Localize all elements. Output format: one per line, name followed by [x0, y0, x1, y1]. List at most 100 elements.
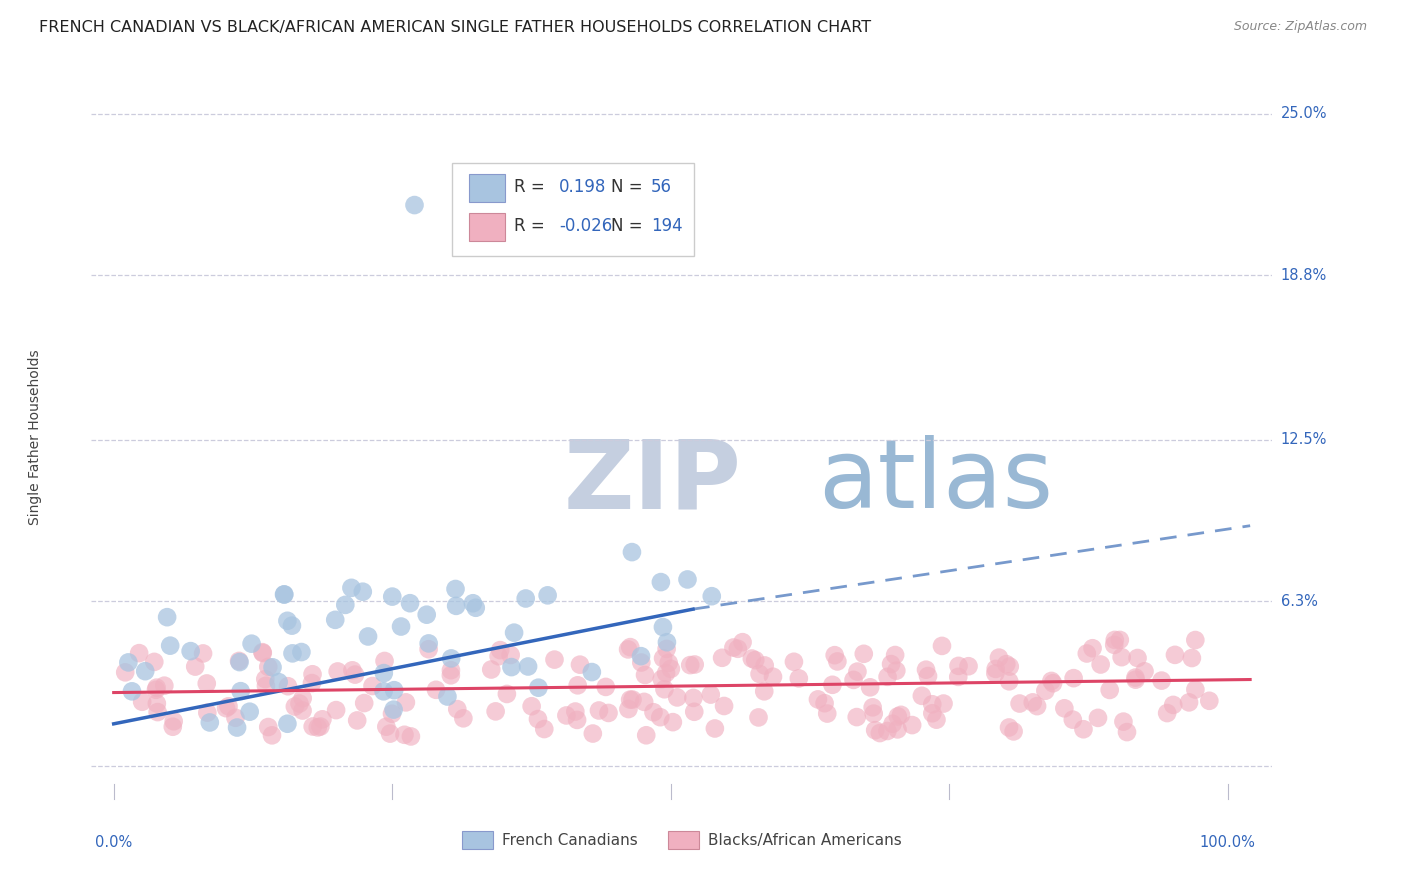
Point [807, 692, 830, 706]
Point [353, 696, 375, 710]
Point [890, 707, 912, 722]
Point [224, 711, 246, 725]
Point [886, 723, 908, 737]
Point [260, 728, 283, 742]
Point [461, 596, 484, 610]
Point [1063, 671, 1085, 685]
Point [995, 657, 1018, 672]
Point [1062, 713, 1084, 727]
Point [1125, 671, 1147, 685]
Point [925, 713, 948, 727]
Point [273, 587, 295, 601]
Point [515, 591, 537, 606]
Point [643, 705, 665, 719]
Point [655, 635, 678, 649]
Point [1178, 695, 1201, 709]
Point [464, 600, 486, 615]
Point [114, 665, 136, 680]
Text: Single Father Households: Single Father Households [28, 350, 42, 524]
Point [1073, 723, 1095, 737]
Point [444, 599, 467, 613]
Text: 25.0%: 25.0% [1281, 106, 1327, 121]
Point [984, 662, 1007, 676]
Point [948, 659, 970, 673]
Point [998, 659, 1021, 673]
Point [257, 720, 280, 734]
Point [145, 681, 167, 695]
Point [862, 700, 884, 714]
Point [1198, 694, 1220, 708]
Point [143, 655, 166, 669]
Point [815, 706, 838, 721]
Point [1156, 706, 1178, 720]
Point [813, 696, 835, 710]
Point [254, 672, 277, 686]
Point [444, 582, 467, 596]
Point [931, 639, 953, 653]
Point [1133, 665, 1156, 679]
Point [650, 710, 672, 724]
Point [762, 670, 785, 684]
Point [344, 667, 367, 681]
Point [1090, 657, 1112, 672]
Point [862, 706, 884, 721]
Text: R =: R = [515, 217, 550, 235]
Point [229, 684, 252, 698]
Point [634, 668, 657, 682]
Point [1150, 673, 1173, 688]
Point [884, 664, 907, 678]
Point [911, 689, 934, 703]
Point [581, 665, 603, 679]
Point [1042, 676, 1064, 690]
Point [568, 657, 591, 672]
Point [921, 706, 943, 721]
Point [399, 596, 422, 610]
Point [254, 679, 277, 693]
Legend: French Canadians, Blacks/African Americans: French Canadians, Blacks/African America… [456, 825, 908, 855]
Point [747, 710, 769, 724]
Point [496, 687, 519, 701]
Point [617, 702, 640, 716]
Point [948, 670, 970, 684]
Point [617, 642, 640, 657]
Text: FRENCH CANADIAN VS BLACK/AFRICAN AMERICAN SINGLE FATHER HOUSEHOLDS CORRELATION C: FRENCH CANADIAN VS BLACK/AFRICAN AMERICA… [39, 20, 872, 35]
Point [1164, 648, 1187, 662]
Point [1125, 673, 1147, 687]
Point [887, 709, 910, 723]
Point [226, 721, 249, 735]
Point [633, 695, 655, 709]
Point [700, 688, 723, 702]
Point [381, 706, 404, 721]
Point [404, 198, 426, 212]
Point [1008, 697, 1031, 711]
Point [636, 728, 658, 742]
Point [191, 647, 214, 661]
Point [489, 643, 512, 657]
Point [399, 730, 422, 744]
Point [291, 691, 314, 706]
Point [323, 613, 346, 627]
Point [284, 699, 307, 714]
Point [389, 619, 412, 633]
Point [340, 581, 363, 595]
Point [440, 663, 463, 677]
Point [267, 675, 290, 690]
Text: R =: R = [515, 178, 550, 196]
Point [1104, 632, 1126, 647]
Text: ZIP: ZIP [564, 435, 742, 528]
Point [301, 719, 323, 733]
Text: -0.026: -0.026 [560, 217, 613, 235]
Point [731, 635, 754, 649]
Point [195, 676, 218, 690]
Point [453, 711, 475, 725]
Point [373, 684, 395, 698]
Point [727, 641, 749, 656]
Point [824, 648, 846, 662]
Point [309, 719, 332, 733]
Point [651, 620, 673, 634]
Point [595, 680, 617, 694]
Point [915, 663, 938, 677]
Point [342, 663, 364, 677]
Point [440, 668, 463, 682]
Point [845, 710, 868, 724]
